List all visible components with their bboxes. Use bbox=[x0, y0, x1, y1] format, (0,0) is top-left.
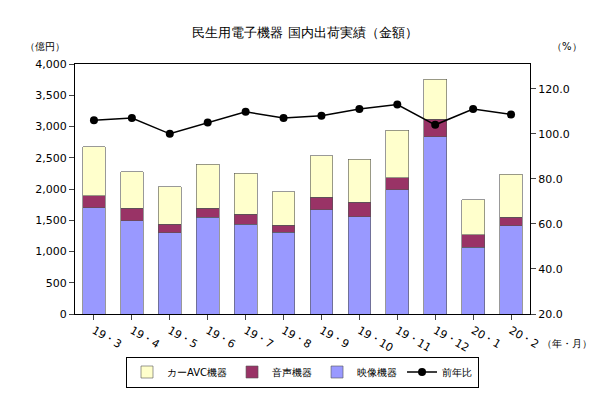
svg-text:19・4: 19・4 bbox=[128, 324, 162, 351]
svg-text:500: 500 bbox=[46, 277, 67, 290]
svg-text:19・10: 19・10 bbox=[355, 324, 395, 355]
svg-text:前年比: 前年比 bbox=[442, 367, 472, 378]
svg-text:1,500: 1,500 bbox=[35, 214, 67, 227]
svg-text:19・5: 19・5 bbox=[166, 324, 200, 351]
svg-text:19・9: 19・9 bbox=[317, 324, 351, 351]
svg-text:19・12: 19・12 bbox=[431, 324, 471, 355]
svg-text:80.0: 80.0 bbox=[538, 173, 563, 186]
svg-text:100.0: 100.0 bbox=[538, 128, 570, 141]
svg-text:60.0: 60.0 bbox=[538, 218, 563, 231]
svg-text:0: 0 bbox=[60, 308, 67, 321]
svg-text:カーAVC機器: カーAVC機器 bbox=[167, 367, 227, 378]
svg-text:19・11: 19・11 bbox=[393, 324, 433, 355]
svg-text:（年・月）: （年・月） bbox=[542, 338, 592, 349]
svg-text:音声機器: 音声機器 bbox=[272, 367, 312, 378]
svg-text:19・8: 19・8 bbox=[279, 324, 313, 351]
svg-text:2,500: 2,500 bbox=[35, 152, 67, 165]
svg-text:1,000: 1,000 bbox=[35, 245, 67, 258]
svg-text:3,000: 3,000 bbox=[35, 120, 67, 133]
svg-text:（%）: （%） bbox=[552, 41, 582, 52]
svg-text:20・1: 20・1 bbox=[469, 324, 503, 351]
svg-text:2,000: 2,000 bbox=[35, 183, 67, 196]
svg-text:19・7: 19・7 bbox=[241, 324, 275, 351]
svg-text:20・2: 20・2 bbox=[507, 324, 541, 351]
svg-text:4,000: 4,000 bbox=[35, 58, 67, 71]
svg-text:3,500: 3,500 bbox=[35, 89, 67, 102]
svg-text:映像機器: 映像機器 bbox=[357, 367, 397, 378]
svg-text:19・6: 19・6 bbox=[203, 324, 237, 351]
svg-text:20.0: 20.0 bbox=[538, 308, 563, 321]
svg-text:民生用電子機器 国内出荷実績（金額）: 民生用電子機器 国内出荷実績（金額） bbox=[192, 25, 417, 40]
svg-text:40.0: 40.0 bbox=[538, 263, 563, 276]
svg-text:120.0: 120.0 bbox=[538, 83, 570, 96]
svg-text:（億円）: （億円） bbox=[25, 41, 65, 52]
svg-text:19・3: 19・3 bbox=[90, 324, 124, 351]
